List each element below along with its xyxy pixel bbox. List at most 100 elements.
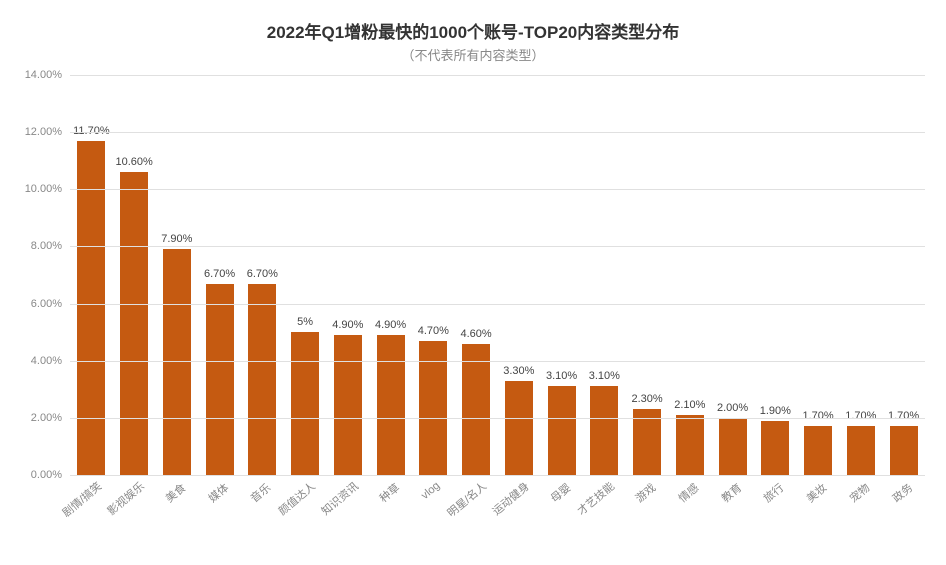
bar-value-label: 1.70% (845, 410, 876, 422)
x-label-slot: 媒体 (198, 475, 241, 555)
bar-slot: 7.90% (156, 75, 199, 475)
bar: 10.60% (120, 172, 148, 475)
x-tick-label: 美食 (162, 480, 189, 506)
x-label-slot: 教育 (711, 475, 754, 555)
gridline (70, 189, 925, 190)
x-label-slot: 运动健身 (498, 475, 541, 555)
y-tick-label: 6.00% (31, 298, 62, 310)
y-tick-label: 10.00% (25, 183, 62, 195)
x-tick-label: vlog (419, 480, 442, 502)
bar-value-label: 1.70% (803, 410, 834, 422)
y-tick-label: 8.00% (31, 240, 62, 252)
bar-value-label: 5% (297, 316, 313, 328)
bar: 2.30% (633, 409, 661, 475)
bar-slot: 1.90% (754, 75, 797, 475)
gridline (70, 304, 925, 305)
bar: 1.70% (804, 426, 832, 475)
bar-value-label: 4.90% (375, 319, 406, 331)
bar-slot: 10.60% (113, 75, 156, 475)
x-label-slot: 影视娱乐 (113, 475, 156, 555)
x-label-slot: 美妆 (797, 475, 840, 555)
bar: 1.90% (761, 421, 789, 475)
bar-slot: 4.70% (412, 75, 455, 475)
bar-slot: 2.10% (669, 75, 712, 475)
bars-row: 11.70% 10.60% 7.90% 6.70% 6.70% 5% 4.90% 4.90% 4… (70, 75, 925, 475)
bar-slot: 2.30% (626, 75, 669, 475)
bar-value-label: 3.10% (589, 370, 620, 382)
x-tick-label: 种草 (375, 480, 402, 506)
gridline (70, 418, 925, 419)
x-label-slot: 明星/名人 (455, 475, 498, 555)
x-tick-label: 政务 (888, 480, 915, 506)
y-tick-label: 2.00% (31, 412, 62, 424)
x-label-slot: 游戏 (626, 475, 669, 555)
y-tick-label: 14.00% (25, 69, 62, 81)
bar-value-label: 4.70% (418, 325, 449, 337)
y-tick-label: 0.00% (31, 469, 62, 481)
x-tick-label: 旅行 (760, 480, 787, 506)
bar-value-label: 6.70% (204, 268, 235, 280)
bar-slot: 4.90% (327, 75, 370, 475)
x-tick-label: 教育 (717, 480, 744, 506)
bar-slot: 3.10% (583, 75, 626, 475)
bar-value-label: 10.60% (115, 156, 152, 168)
bar: 3.10% (590, 386, 618, 475)
bar: 4.60% (462, 344, 490, 475)
x-tick-label: 宠物 (846, 480, 873, 506)
gridline (70, 246, 925, 247)
bar-value-label: 3.10% (546, 370, 577, 382)
x-label-slot: 政务 (882, 475, 925, 555)
bar-slot: 6.70% (198, 75, 241, 475)
bar: 4.90% (334, 335, 362, 475)
bar-slot: 3.10% (540, 75, 583, 475)
bar-value-label: 1.70% (888, 410, 919, 422)
x-label-slot: 母婴 (540, 475, 583, 555)
y-tick-label: 4.00% (31, 355, 62, 367)
x-tick-label: 剧情/搞笑 (59, 478, 105, 521)
bar-value-label: 2.30% (632, 393, 663, 405)
gridline (70, 132, 925, 133)
bar-value-label: 4.60% (461, 328, 492, 340)
bar: 2.10% (676, 415, 704, 475)
plot-area: 11.70% 10.60% 7.90% 6.70% 6.70% 5% 4.90% 4.90% 4… (70, 75, 925, 475)
bar-value-label: 4.90% (332, 319, 363, 331)
bar-value-label: 7.90% (161, 233, 192, 245)
bar: 7.90% (163, 249, 191, 475)
x-label-slot: 情感 (669, 475, 712, 555)
x-label-slot: 宠物 (840, 475, 883, 555)
bar-slot: 1.70% (882, 75, 925, 475)
bar-value-label: 2.00% (717, 402, 748, 414)
bar-slot: 4.60% (455, 75, 498, 475)
chart-subtitle: （不代表所有内容类型） (20, 45, 926, 64)
bar: 2.00% (719, 418, 747, 475)
bar: 3.10% (548, 386, 576, 475)
x-label-slot: 旅行 (754, 475, 797, 555)
bar: 1.70% (890, 426, 918, 475)
bar-value-label: 1.90% (760, 405, 791, 417)
x-tick-label: 媒体 (204, 480, 231, 506)
y-tick-label: 12.00% (25, 126, 62, 138)
x-label-slot: 颜值达人 (284, 475, 327, 555)
bar-slot: 4.90% (369, 75, 412, 475)
bar-value-label: 6.70% (247, 268, 278, 280)
gridline (70, 75, 925, 76)
x-label-slot: 知识资讯 (327, 475, 370, 555)
x-tick-label: 美妆 (803, 480, 830, 506)
chart-container: 2022年Q1增粉最快的1000个账号-TOP20内容类型分布 （不代表所有内容… (0, 0, 946, 565)
bar: 11.70% (77, 141, 105, 475)
bar-value-label: 3.30% (503, 365, 534, 377)
bar: 6.70% (206, 284, 234, 475)
chart-title: 2022年Q1增粉最快的1000个账号-TOP20内容类型分布 (20, 18, 926, 43)
x-tick-label: 音乐 (247, 480, 274, 506)
bar-value-label: 11.70% (73, 125, 110, 137)
bar: 6.70% (248, 284, 276, 475)
bar-slot: 1.70% (797, 75, 840, 475)
bar-slot: 3.30% (498, 75, 541, 475)
bar-slot: 11.70% (70, 75, 113, 475)
gridline (70, 361, 925, 362)
x-label-slot: 剧情/搞笑 (70, 475, 113, 555)
x-tick-label: 母婴 (546, 480, 573, 506)
x-label-slot: 才艺技能 (583, 475, 626, 555)
bar-slot: 5% (284, 75, 327, 475)
bar: 1.70% (847, 426, 875, 475)
